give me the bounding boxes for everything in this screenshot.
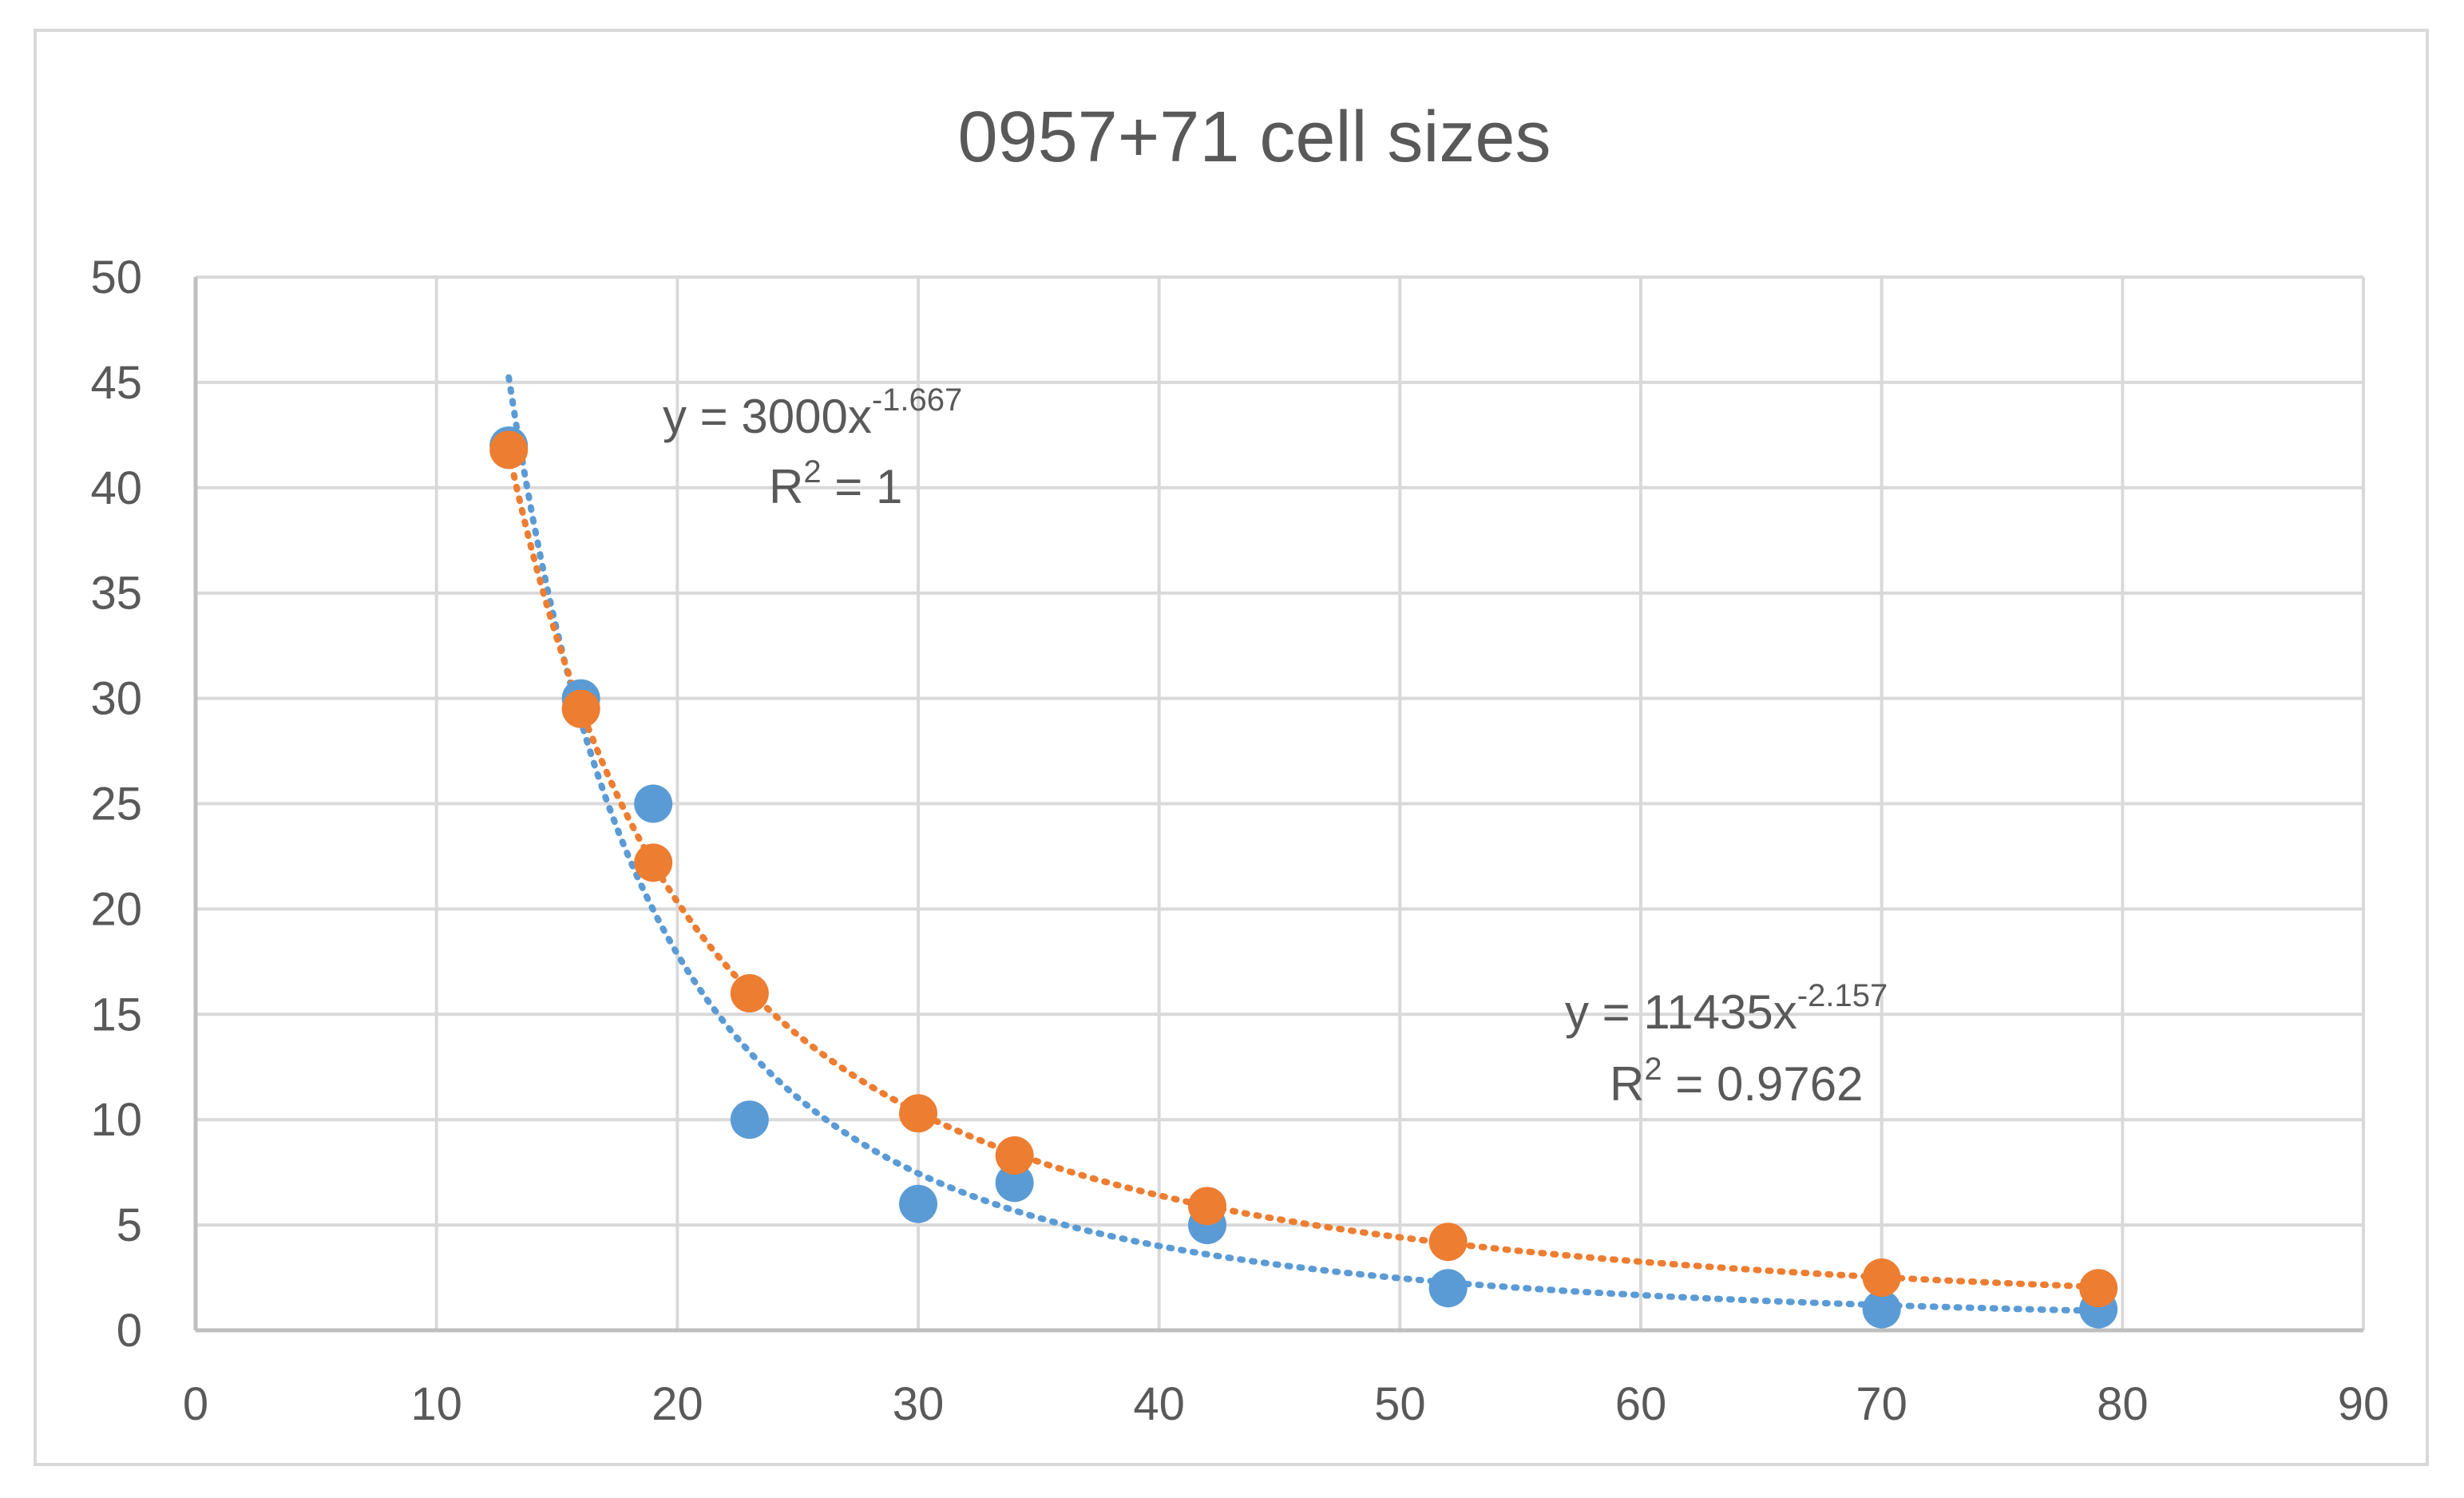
x-tick-label: 10 [410,1378,462,1430]
x-tick-label: 30 [893,1378,945,1430]
data-point-series-1 [1428,1269,1468,1308]
y-tick-label: 50 [90,252,142,303]
data-point-series-2 [2079,1269,2118,1308]
trendline-series-2 [505,448,2102,1290]
y-tick-label: 30 [90,673,142,725]
y-tick-label: 10 [90,1094,142,1146]
chart-title: 0957+71 cell sizes [958,97,1551,177]
r-squared-series-1: R2 = 0.9762 [1610,1052,1864,1111]
data-point-series-2 [561,689,600,728]
r-squared-series-2: R2 = 1 [769,454,902,513]
trendlines [505,374,2102,1314]
y-tick-label: 15 [90,989,142,1040]
y-tick-label: 0 [117,1305,142,1357]
data-point-series-2 [899,1094,937,1133]
equation-series-2: y = 3000x-1.667 [663,382,962,443]
data-point-series-2 [1188,1187,1226,1226]
y-tick-label: 25 [90,779,142,830]
data-point-series-1 [1862,1290,1901,1329]
x-tick-label: 70 [1856,1378,1907,1430]
data-point-series-2 [1428,1223,1468,1262]
y-tick-label: 45 [90,357,142,409]
y-tick-label: 40 [90,462,142,514]
y-tick-label: 35 [90,568,142,620]
x-tick-label: 0 [183,1378,208,1430]
axes [193,277,2363,1333]
data-point-series-2 [634,843,673,882]
trendline-equation-series-1: y = 11435x-2.157 R2 = 0.9762 [1565,978,1888,1111]
tick-labels: 0 5 10 15 20 25 30 35 40 45 50 0 10 20 30 40 50 60 70 80 90 [90,252,2389,1430]
data-point-series-1 [899,1184,937,1223]
trendline-series-1 [505,374,2102,1314]
data-points [489,426,2118,1329]
data-point-series-1 [995,1163,1034,1203]
x-tick-label: 60 [1615,1378,1667,1430]
data-point-series-2 [489,430,529,470]
x-tick-label: 80 [2097,1378,2149,1430]
x-tick-label: 90 [2338,1378,2390,1430]
equation-series-1: y = 11435x-2.157 [1565,978,1888,1039]
x-tick-label: 40 [1133,1378,1185,1430]
data-point-series-2 [730,973,769,1013]
data-point-series-1 [634,784,673,823]
x-tick-label: 50 [1374,1378,1426,1430]
gridlines [196,275,2365,1330]
x-tick-label: 20 [652,1378,703,1430]
y-tick-label: 20 [90,883,142,935]
y-tick-label: 5 [117,1199,142,1251]
data-point-series-2 [1862,1258,1901,1298]
trendline-equation-series-2: y = 3000x-1.667 R2 = 1 [663,382,962,513]
data-point-series-1 [730,1100,769,1139]
data-point-series-2 [995,1136,1034,1175]
